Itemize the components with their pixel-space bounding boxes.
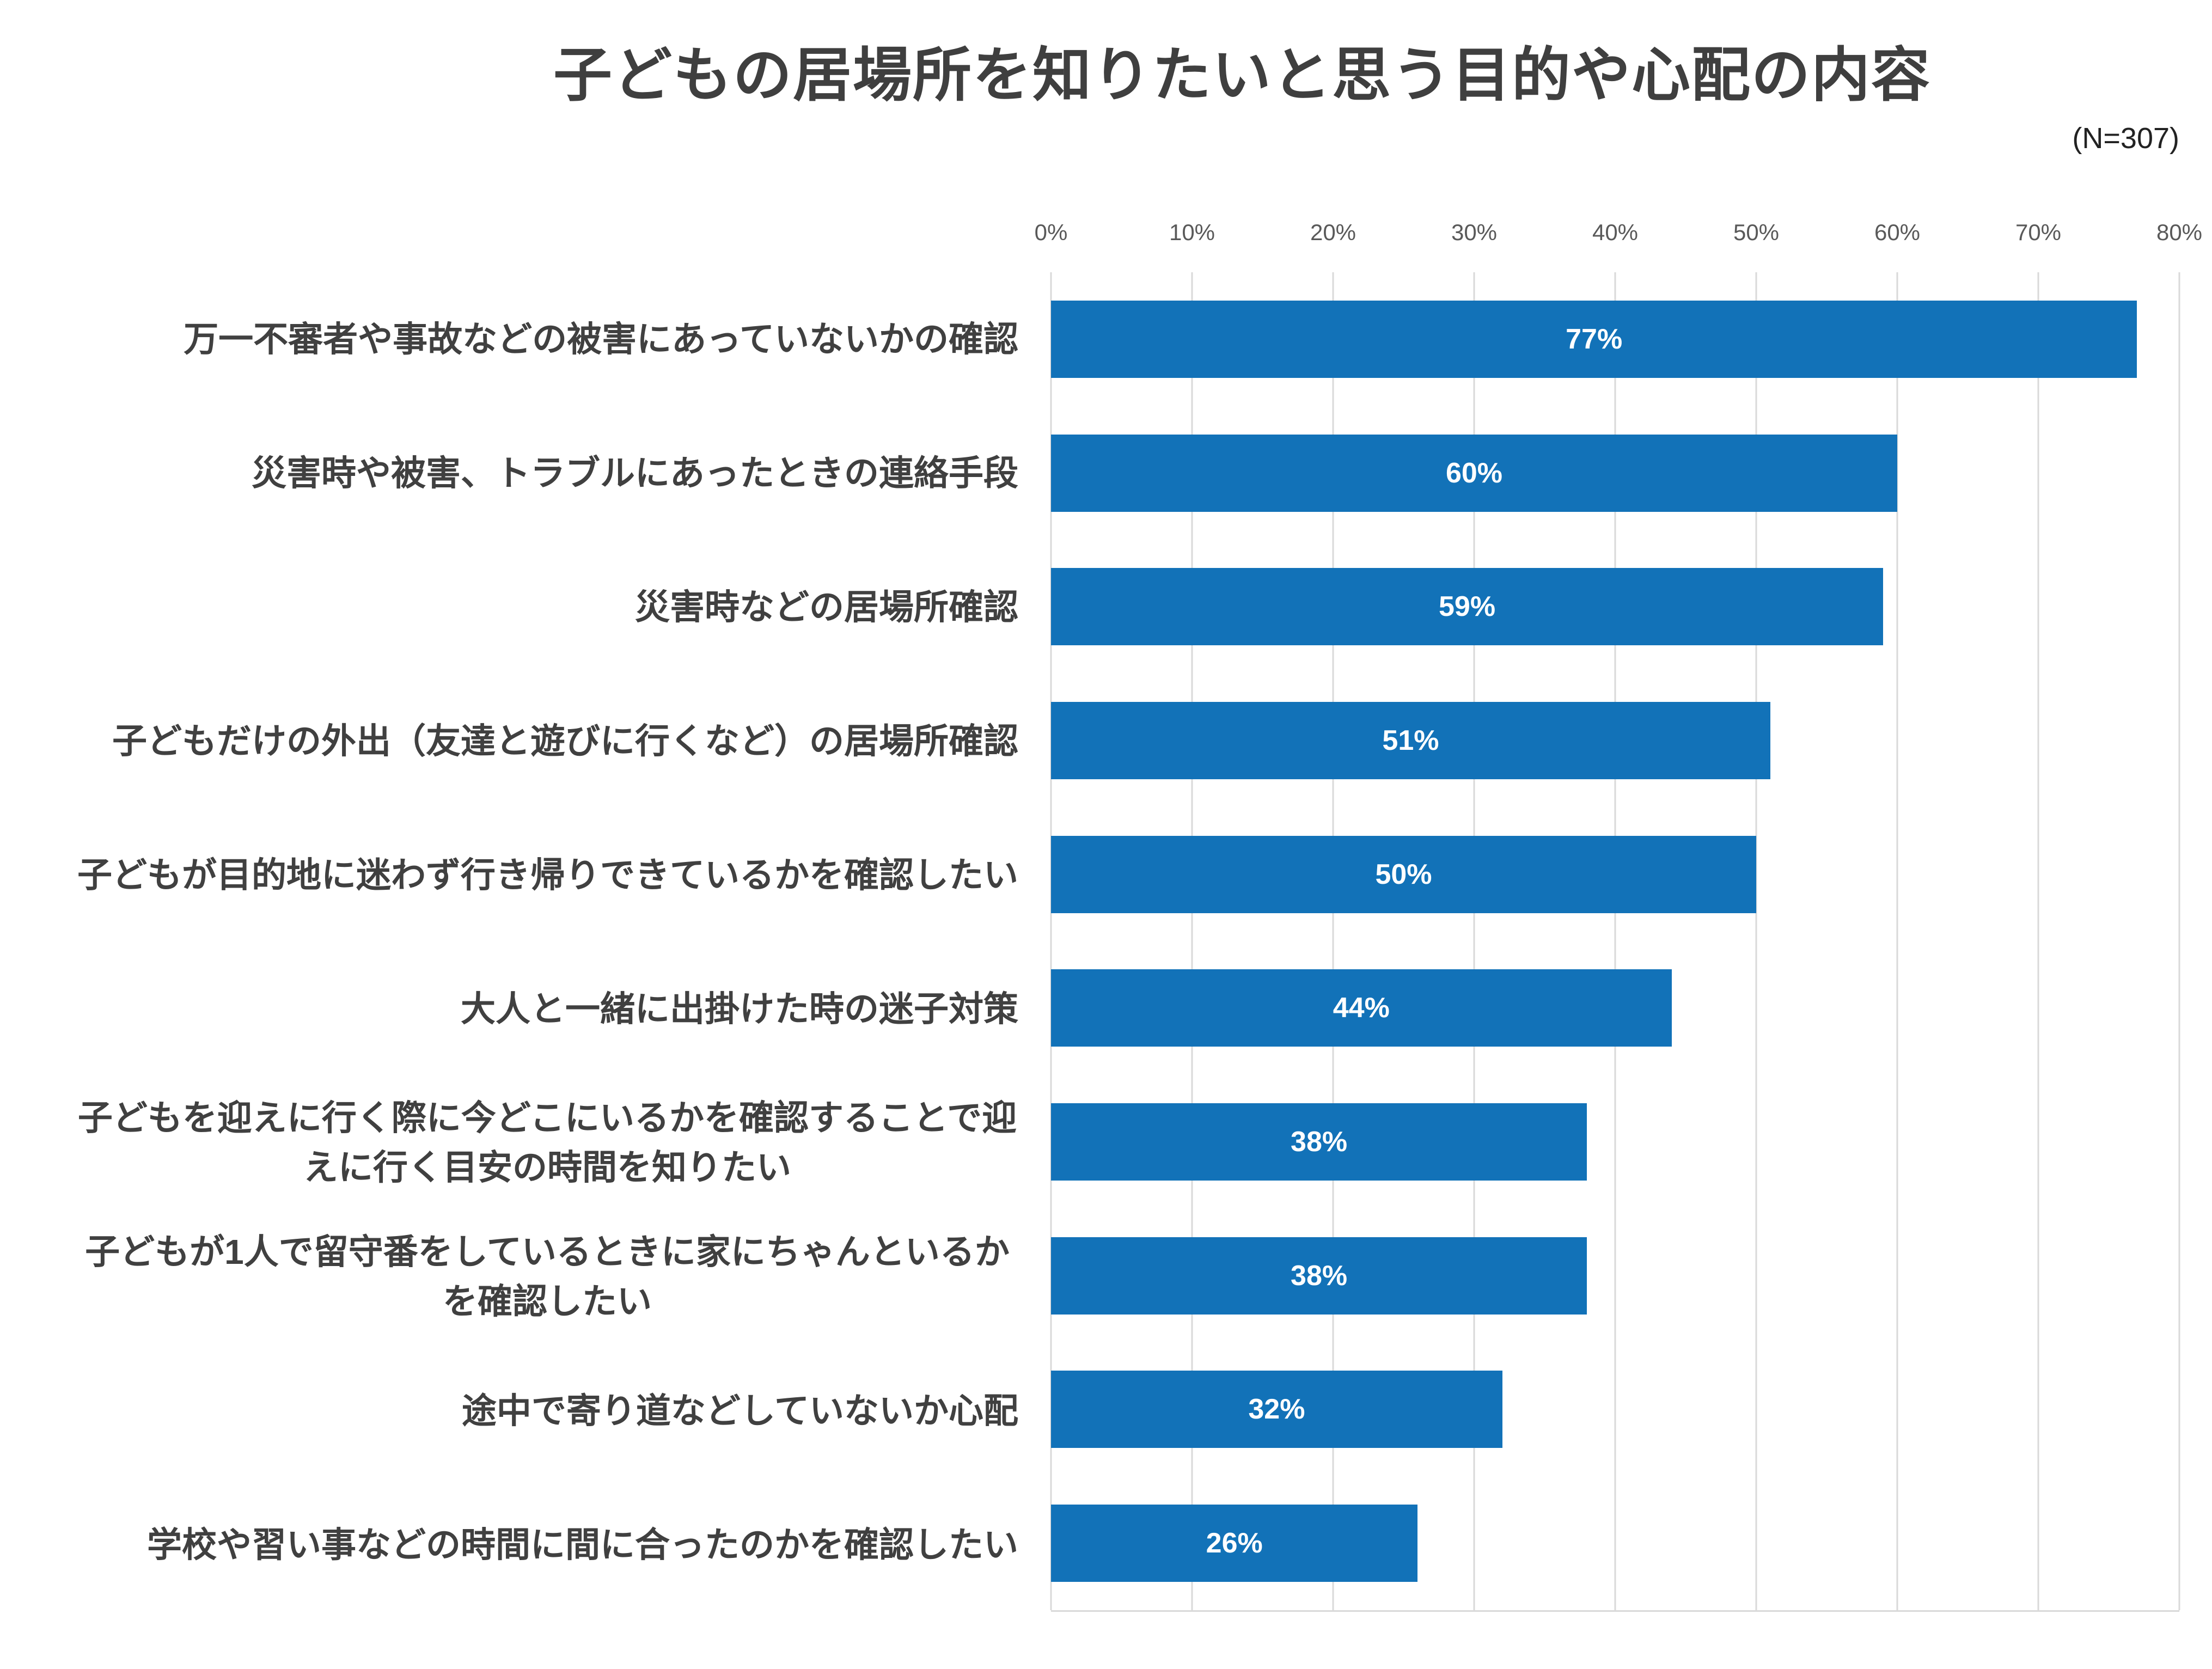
category-label: 学校や習い事などの時間に間に合ったのかを確認したい bbox=[147, 1525, 1018, 1564]
bar-value-label: 60% bbox=[1445, 457, 1503, 489]
bar: 32% bbox=[1051, 1371, 1502, 1448]
x-axis-tick: 0% bbox=[1034, 219, 1068, 245]
bar-row: 38% bbox=[1051, 1075, 2179, 1209]
category-label-row: 子どもが1人で留守番をしているときに家にちゃんといるかを確認したい bbox=[0, 1210, 1018, 1344]
bar: 60% bbox=[1051, 434, 1897, 512]
bar: 50% bbox=[1051, 835, 1756, 913]
bar-row: 50% bbox=[1051, 808, 2179, 942]
x-axis-tick: 10% bbox=[1169, 219, 1215, 245]
gridline bbox=[1896, 272, 1898, 1610]
bar-row: 77% bbox=[1051, 272, 2179, 406]
category-label: 大人と一緒に出掛けた時の迷子対策 bbox=[461, 989, 1018, 1029]
x-axis-tick: 50% bbox=[1733, 219, 1780, 245]
bar: 26% bbox=[1051, 1505, 1418, 1582]
gridline bbox=[1050, 272, 1052, 1610]
bar-value-label: 59% bbox=[1439, 591, 1496, 623]
bar-value-label: 44% bbox=[1333, 992, 1390, 1024]
x-axis-tick: 20% bbox=[1310, 219, 1356, 245]
gridline bbox=[1473, 272, 1475, 1610]
gridline bbox=[1191, 272, 1193, 1610]
sample-size: (N=307) bbox=[2072, 122, 2179, 155]
bar-value-label: 38% bbox=[1291, 1260, 1348, 1292]
bar-value-label: 51% bbox=[1382, 724, 1439, 756]
category-labels-column: 万一不審者や事故などの被害にあっていないかの確認災害時や被害、トラブルにあったと… bbox=[0, 272, 1051, 1612]
category-label: 子どもが1人で留守番をしているときに家にちゃんといるかを確認したい bbox=[85, 1232, 1010, 1321]
x-axis-tick: 30% bbox=[1451, 219, 1498, 245]
gridline bbox=[1332, 272, 1334, 1610]
bar-value-label: 38% bbox=[1291, 1126, 1348, 1158]
gridline bbox=[2178, 272, 2180, 1610]
bar-row: 38% bbox=[1051, 1209, 2179, 1343]
x-axis-row: 0% 10% 20% 30% 40% 50% 60% 70% 80% bbox=[0, 219, 2202, 248]
gridlines bbox=[1050, 272, 2180, 1610]
category-label-row: 子どもが目的地に迷わず行き帰りできているかを確認したい bbox=[0, 808, 1018, 942]
x-axis-tick: 80% bbox=[2156, 219, 2203, 245]
bar-chart: 0% 10% 20% 30% 40% 50% 60% 70% 80% 万一不審者や事故などの被害… bbox=[0, 219, 2202, 1612]
axis-label-spacer bbox=[0, 219, 1051, 248]
category-label-row: 災害時などの居場所確認 bbox=[0, 540, 1018, 674]
category-label-row: 子どもを迎えに行く際に今どこにいるかを確認することで迎えに行く目安の時間を知りた… bbox=[0, 1076, 1018, 1210]
gridline bbox=[1614, 272, 1616, 1610]
x-axis-tick: 40% bbox=[1592, 219, 1639, 245]
bar-row: 26% bbox=[1051, 1476, 2179, 1610]
bar: 38% bbox=[1051, 1103, 1587, 1181]
bar-value-label: 32% bbox=[1248, 1393, 1305, 1426]
bar: 38% bbox=[1051, 1237, 1587, 1315]
category-label-row: 途中で寄り道などしていないか心配 bbox=[0, 1344, 1018, 1478]
category-label-row: 学校や習い事などの時間に間に合ったのかを確認したい bbox=[0, 1478, 1018, 1612]
bar-row: 32% bbox=[1051, 1343, 2179, 1477]
category-label-row: 万一不審者や事故などの被害にあっていないかの確認 bbox=[0, 272, 1018, 406]
bar: 59% bbox=[1051, 568, 1884, 646]
x-axis: 0% 10% 20% 30% 40% 50% 60% 70% 80% bbox=[1035, 219, 2202, 248]
bar-row: 59% bbox=[1051, 540, 2179, 674]
bar-row: 44% bbox=[1051, 942, 2179, 1075]
category-label: 子どもを迎えに行く際に今どこにいるかを確認することで迎えに行く目安の時間を知りた… bbox=[77, 1098, 1017, 1187]
bar-value-label: 26% bbox=[1206, 1527, 1263, 1560]
x-axis-tick: 70% bbox=[2015, 219, 2062, 245]
gridline bbox=[2037, 272, 2039, 1610]
bar-value-label: 77% bbox=[1566, 323, 1623, 355]
page-title: 子どもの居場所を知りたいと思う目的や心配の内容 bbox=[553, 42, 1931, 108]
category-label: 万一不審者や事故などの被害にあっていないかの確認 bbox=[184, 319, 1018, 359]
category-label: 途中で寄り道などしていないか心配 bbox=[461, 1391, 1018, 1430]
category-label-row: 大人と一緒に出掛けた時の迷子対策 bbox=[0, 942, 1018, 1076]
x-axis-tick: 60% bbox=[1874, 219, 1921, 245]
category-label: 子どもだけの外出（友達と遊びに行くなど）の居場所確認 bbox=[112, 721, 1018, 761]
chart-body: 万一不審者や事故などの被害にあっていないかの確認災害時や被害、トラブルにあったと… bbox=[0, 272, 2180, 1612]
category-label: 災害時や被害、トラブルにあったときの連絡手段 bbox=[252, 453, 1018, 493]
category-label: 災害時などの居場所確認 bbox=[635, 587, 1018, 627]
gridline bbox=[1755, 272, 1757, 1610]
category-label-row: 災害時や被害、トラブルにあったときの連絡手段 bbox=[0, 406, 1018, 540]
bars-layer: 77% 60% 59% 51% 50% 44% 38% 38% 32% 26% bbox=[1051, 272, 2179, 1610]
category-label-row: 子どもだけの外出（友達と遊びに行くなど）の居場所確認 bbox=[0, 674, 1018, 808]
bar: 77% bbox=[1051, 300, 2137, 378]
plot-area: 77% 60% 59% 51% 50% 44% 38% 38% 32% 26% bbox=[1050, 272, 2180, 1612]
bar-value-label: 50% bbox=[1375, 858, 1432, 890]
bar-row: 60% bbox=[1051, 406, 2179, 540]
bar: 44% bbox=[1051, 969, 1672, 1047]
category-label: 子どもが目的地に迷わず行き帰りできているかを確認したい bbox=[77, 855, 1018, 895]
bar-row: 51% bbox=[1051, 674, 2179, 808]
bar: 51% bbox=[1051, 701, 1770, 779]
